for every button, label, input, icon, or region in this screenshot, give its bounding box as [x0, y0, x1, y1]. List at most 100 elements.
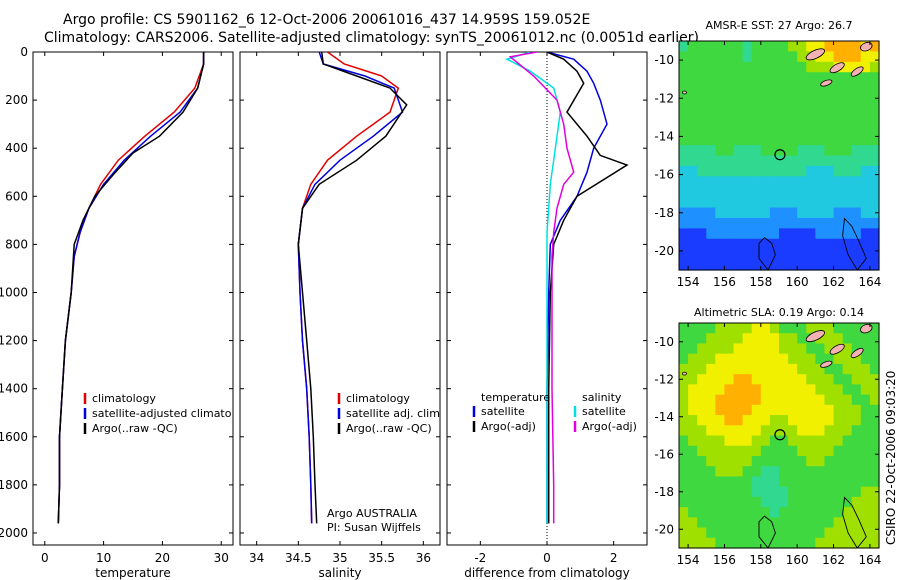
sla_map-heatmap-cell	[824, 333, 835, 345]
sst_map-heatmap-cell	[751, 176, 762, 188]
sst_map-heatmap-cell	[842, 207, 853, 219]
sst_map-heatmap-cell	[851, 82, 862, 94]
sla_map-heatmap-cell	[824, 363, 835, 375]
sst_map-heatmap-cell	[788, 207, 798, 219]
sla_map-heatmap-cell	[833, 384, 844, 396]
sst_map-heatmap-cell	[779, 82, 789, 94]
sla_map-heatmap-cell	[806, 363, 816, 375]
sst_map-heatmap-cell	[851, 134, 862, 146]
difference-legend-salinity-header: salinity	[582, 391, 622, 404]
sla_map-heatmap-cell	[833, 445, 844, 457]
sst_map-heatmap-cell	[769, 249, 780, 261]
sla_map-heatmap-cell	[715, 476, 726, 488]
sst_map-heatmap-cell	[733, 238, 744, 250]
sla_map-coastline	[842, 496, 867, 548]
sla_map-heatmap-cell	[797, 496, 807, 508]
sst_map-heatmap-cell	[788, 61, 798, 73]
sst_map-heatmap-cell	[851, 113, 862, 125]
sla_map-heatmap-cell	[824, 323, 835, 334]
sla_map-heatmap-cell	[697, 466, 707, 478]
sst_map-heatmap-cell	[797, 207, 807, 219]
sst_map-heatmap-cell	[715, 186, 726, 198]
sla_map-heatmap-cell	[760, 435, 771, 447]
sla_map-heatmap-cell	[779, 537, 789, 549]
sst_map-heatmap-cell	[715, 113, 726, 125]
sst_map-heatmap-cell	[842, 217, 853, 229]
salinity-xtick-label: 34.5	[285, 551, 312, 565]
sst_map-heatmap-cell	[715, 207, 726, 219]
sla_map-heatmap-cell	[706, 527, 716, 539]
sst_map-heatmap-cell	[833, 113, 844, 125]
sla_map-heatmap-cell	[779, 445, 789, 457]
sla_map-heatmap-cell	[815, 507, 826, 518]
sla_map-heatmap-cell	[842, 363, 853, 375]
sst_map-heatmap-cell	[742, 228, 753, 240]
sla_map-heatmap-cell	[688, 507, 698, 518]
sst_map-heatmap-cell	[797, 61, 807, 73]
sst_map-heatmap-cell	[679, 207, 689, 219]
sla_map-heatmap-cell	[788, 537, 798, 549]
sst_map-heatmap-cell	[769, 207, 780, 219]
sla_map-heatmap-cell	[679, 425, 689, 437]
sla_map-heatmap-cell	[697, 415, 707, 426]
sla_map-heatmap-cell	[833, 466, 844, 478]
sla_map-xtick-label: 156	[713, 553, 736, 567]
sst_map-heatmap-cell	[733, 61, 744, 73]
sla_map-heatmap-cell	[706, 445, 716, 457]
sst_map-heatmap-cell	[833, 165, 844, 177]
sla_map-heatmap-cell	[797, 374, 807, 385]
sst_map-heatmap-cell	[815, 61, 826, 73]
sst_map-heatmap-cell	[779, 93, 789, 105]
sst_map-heatmap-cell	[697, 103, 707, 115]
sst_map-heatmap-cell	[815, 176, 826, 188]
sst_map-heatmap-cell	[833, 51, 844, 63]
sla_map-heatmap-cell	[679, 507, 689, 518]
sla_map-heatmap-cell	[697, 333, 707, 345]
sla_map-heatmap-cell	[779, 363, 789, 375]
sst_map-heatmap-cell	[806, 113, 816, 125]
sst_map-heatmap-cell	[788, 155, 798, 167]
sst_map-heatmap-cell	[688, 155, 698, 167]
sla_map-heatmap-cell	[779, 455, 789, 467]
sst_map-heatmap	[679, 41, 880, 271]
sla_map-heatmap-cell	[869, 333, 880, 345]
sla_map-heatmap-cell	[760, 476, 771, 488]
sla_map-heatmap-cell	[797, 363, 807, 375]
sst_map-heatmap-cell	[833, 41, 844, 53]
sla_map-heatmap-cell	[688, 517, 698, 529]
difference-xlabel: difference from climatology	[464, 566, 630, 580]
sla_map-heatmap-cell	[706, 496, 716, 508]
sst_map-heatmap-cell	[733, 93, 744, 105]
sla_map-heatmap-cell	[679, 517, 689, 529]
sst_map-heatmap-cell	[806, 186, 816, 198]
sst_map-heatmap-cell	[751, 165, 762, 177]
sla_map-heatmap-cell	[833, 333, 844, 345]
sla_map-heatmap-cell	[697, 384, 707, 396]
sla_map-heatmap-cell	[733, 323, 744, 334]
sla_map-heatmap-cell	[769, 353, 780, 365]
sla_map-heatmap-cell	[815, 333, 826, 345]
sla_map-heatmap-cell	[824, 486, 835, 498]
sst_map-heatmap-cell	[688, 259, 698, 271]
sst_map-heatmap-cell	[797, 51, 807, 63]
sla_map-heatmap-cell	[797, 466, 807, 478]
sla_map-heatmap-cell	[833, 323, 844, 334]
sst_map-heatmap-cell	[706, 165, 716, 177]
sla_map-heatmap-cell	[742, 486, 753, 498]
sla_map-heatmap-cell	[860, 415, 871, 426]
sst_map-heatmap-cell	[833, 207, 844, 219]
sla_map-heatmap-cell	[706, 415, 716, 426]
sla_map-heatmap-cell	[733, 343, 744, 355]
sla_map-heatmap-cell	[697, 425, 707, 437]
sla_map-heatmap-cell	[788, 435, 798, 447]
sla_map-heatmap-cell	[742, 323, 753, 334]
sla_map-heatmap-cell	[724, 374, 735, 385]
sst_map-heatmap-cell	[679, 93, 689, 105]
sla_map-heatmap-cell	[706, 517, 716, 529]
sst_map-heatmap-cell	[842, 82, 853, 94]
sla_map-heatmap-cell	[688, 343, 698, 355]
sst_map-heatmap-cell	[833, 217, 844, 229]
sst_map-heatmap-cell	[733, 103, 744, 115]
sst_map-heatmap-cell	[706, 51, 716, 63]
sla_map-heatmap-cell	[815, 404, 826, 416]
